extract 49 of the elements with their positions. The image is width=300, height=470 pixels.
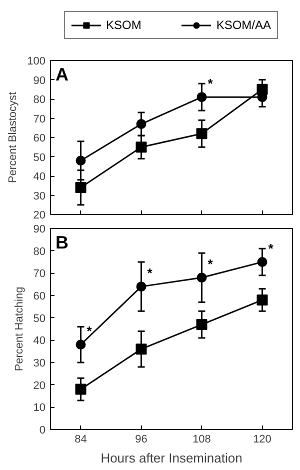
point [136, 282, 146, 292]
y-tick-label: 90 [33, 74, 46, 87]
y-tick-label: 80 [33, 94, 46, 106]
chart-title: A [56, 64, 68, 84]
y-tick-label: 0 [39, 424, 46, 436]
chart-title: B [56, 232, 68, 252]
point [136, 119, 146, 130]
point [75, 384, 86, 395]
y-tick-label: 70 [33, 113, 46, 126]
point [136, 344, 147, 355]
x-tick-label: 96 [135, 434, 148, 446]
y-axis-title: Percent Blastocyst [7, 92, 20, 184]
y-tick-label: 40 [33, 171, 46, 183]
point [196, 319, 208, 330]
y-tick-label: 20 [33, 380, 46, 392]
annotation: * [208, 76, 214, 92]
y-tick-label: 90 [33, 224, 46, 236]
annotation: * [268, 241, 274, 256]
y-tick-label: 50 [33, 312, 46, 325]
y-tick-label: 10 [33, 402, 46, 414]
annotation: * [147, 266, 154, 281]
point [257, 257, 268, 267]
y-tick-label: 70 [33, 268, 46, 280]
y-tick-label: 40 [33, 335, 46, 348]
y-tick-label: 30 [33, 190, 46, 202]
x-axis-title: Hours after Insemination [100, 450, 242, 466]
x-tick-label: 120 [253, 434, 272, 446]
point [256, 294, 268, 306]
point [196, 128, 208, 140]
legend-label: KSOM [106, 18, 142, 32]
y-axis-title: Percent Hatching [13, 286, 26, 372]
point [136, 142, 147, 153]
point [75, 182, 86, 194]
annotation: * [86, 324, 93, 339]
x-tick-label: 84 [74, 434, 87, 446]
annotation: * [208, 256, 214, 272]
point [196, 92, 207, 102]
y-tick-label: 100 [27, 56, 46, 68]
point [76, 340, 86, 350]
x-tick-label: 108 [192, 434, 211, 446]
y-tick-label: 60 [33, 132, 46, 144]
y-tick-label: 50 [33, 152, 46, 164]
y-tick-label: 60 [33, 290, 46, 302]
y-tick-label: 30 [33, 358, 46, 370]
legend-label: KSOM/AA [216, 18, 272, 32]
y-tick-label: 80 [33, 246, 46, 258]
y-tick-label: 20 [33, 210, 46, 222]
point [196, 272, 207, 283]
point [76, 156, 86, 166]
